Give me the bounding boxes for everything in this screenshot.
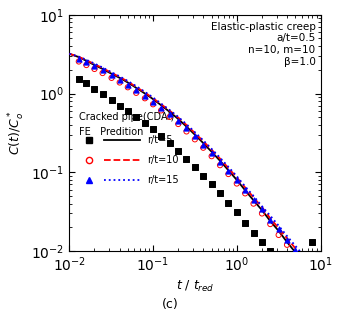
Point (76, 56, 82, 61)
Point (242, 187, 248, 192)
Point (259, 211, 265, 216)
Point (175, 148, 181, 153)
Point (84, 63, 89, 68)
Point (251, 197, 256, 202)
Point (134, 88, 139, 93)
Point (259, 207, 265, 212)
Point (184, 156, 189, 161)
Point (209, 154, 214, 159)
Point (301, 263, 306, 268)
Y-axis label: $C(t)/C_o^*$: $C(t)/C_o^*$ (7, 110, 27, 155)
Point (309, 266, 315, 271)
Point (209, 182, 214, 187)
Point (142, 96, 148, 101)
Text: r/t=15: r/t=15 (147, 175, 179, 185)
Point (226, 171, 231, 176)
Text: Cracked pipe(CDAI): Cracked pipe(CDAI) (79, 112, 174, 122)
Point (117, 80, 122, 85)
Point (276, 259, 282, 263)
Point (276, 232, 282, 237)
Point (234, 210, 239, 215)
Point (268, 249, 273, 254)
Point (301, 257, 306, 262)
Point (150, 127, 156, 132)
Point (226, 200, 231, 205)
Point (184, 129, 189, 134)
Point (293, 278, 298, 283)
Text: FE   Predition: FE Predition (79, 127, 144, 137)
Point (142, 121, 148, 126)
Point (125, 82, 131, 87)
Point (301, 289, 306, 294)
Point (167, 140, 172, 145)
Point (142, 93, 148, 98)
Point (117, 78, 122, 82)
Point (192, 134, 198, 139)
Point (309, 240, 315, 245)
Point (109, 75, 114, 80)
Point (84, 60, 89, 65)
Point (201, 145, 206, 150)
Point (158, 108, 164, 113)
Point (158, 105, 164, 110)
Text: r/t=5: r/t=5 (147, 135, 173, 145)
Point (92, 86, 97, 91)
Point (217, 191, 223, 196)
Point (150, 99, 156, 104)
Point (84, 81, 89, 86)
Point (125, 85, 131, 90)
Point (242, 220, 248, 225)
Point (100, 68, 105, 73)
Point (234, 177, 239, 182)
Point (167, 114, 172, 119)
Point (125, 108, 131, 113)
Point (268, 222, 273, 227)
Point (92, 64, 97, 69)
Point (134, 115, 139, 120)
Point (251, 201, 256, 206)
Point (92, 66, 97, 71)
Point (192, 137, 198, 142)
Point (309, 272, 315, 277)
Text: Elastic-plastic creep
a/t=0.5
n=10, m=10
β=1.0: Elastic-plastic creep a/t=0.5 n=10, m=10… (211, 22, 316, 67)
Point (158, 133, 164, 138)
Point (209, 151, 214, 156)
Point (100, 71, 105, 76)
Point (268, 217, 273, 222)
Point (276, 227, 282, 232)
Point (167, 112, 172, 117)
Point (284, 268, 290, 273)
Point (293, 253, 298, 258)
Text: (c): (c) (162, 299, 178, 310)
Point (234, 181, 239, 186)
Point (184, 126, 189, 131)
Point (284, 237, 290, 242)
Text: r/t=10: r/t=10 (147, 155, 178, 165)
Point (76, 59, 82, 64)
Point (76, 76, 82, 81)
Point (251, 230, 256, 235)
Point (201, 142, 206, 147)
Point (109, 73, 114, 78)
Point (201, 173, 206, 178)
Point (284, 242, 290, 247)
Point (100, 92, 105, 97)
Point (259, 240, 265, 245)
X-axis label: $t$ / $t_{red}$: $t$ / $t_{red}$ (176, 279, 214, 294)
Point (192, 165, 198, 170)
Point (117, 103, 122, 108)
Point (217, 159, 223, 164)
Point (217, 163, 223, 168)
Point (175, 122, 181, 126)
Point (175, 118, 181, 123)
Point (242, 191, 248, 196)
Point (226, 168, 231, 173)
Point (293, 247, 298, 252)
Point (134, 90, 139, 95)
Point (109, 98, 114, 103)
Point (150, 102, 156, 107)
